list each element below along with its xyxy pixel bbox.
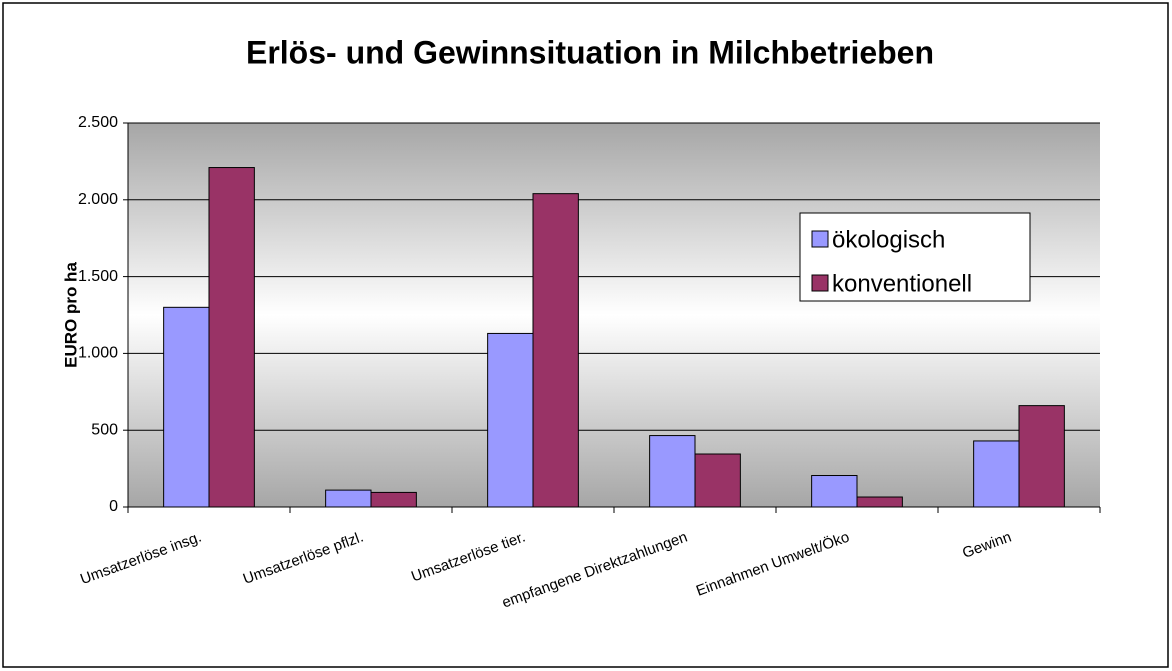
bar xyxy=(163,306,210,508)
bar xyxy=(1018,405,1065,508)
bar xyxy=(208,167,255,508)
legend-swatch xyxy=(811,230,829,248)
bar xyxy=(856,496,903,508)
y-tick-label: 1.500 xyxy=(78,268,118,285)
chart-title: Erlös- und Gewinnsituation in Milchbetri… xyxy=(246,34,934,70)
y-tick-label: 2.000 xyxy=(78,191,118,208)
legend-swatch xyxy=(811,274,829,292)
y-tick-label: 2.500 xyxy=(78,114,118,131)
bar xyxy=(487,332,534,508)
bar xyxy=(973,440,1020,508)
bar xyxy=(532,193,579,508)
plot-area xyxy=(128,123,1100,507)
y-axis-label: EURO pro ha xyxy=(61,262,80,368)
bar xyxy=(811,475,858,508)
bar xyxy=(694,453,741,508)
y-tick-label: 0 xyxy=(109,498,118,515)
bar xyxy=(649,435,696,508)
bar xyxy=(370,491,417,508)
y-tick-label: 500 xyxy=(91,421,118,438)
y-tick-label: 1.000 xyxy=(78,345,118,362)
legend-label: ökologisch xyxy=(832,226,945,253)
legend-box xyxy=(799,212,1031,302)
bar xyxy=(325,489,372,508)
legend-label: konventionell xyxy=(832,270,972,297)
